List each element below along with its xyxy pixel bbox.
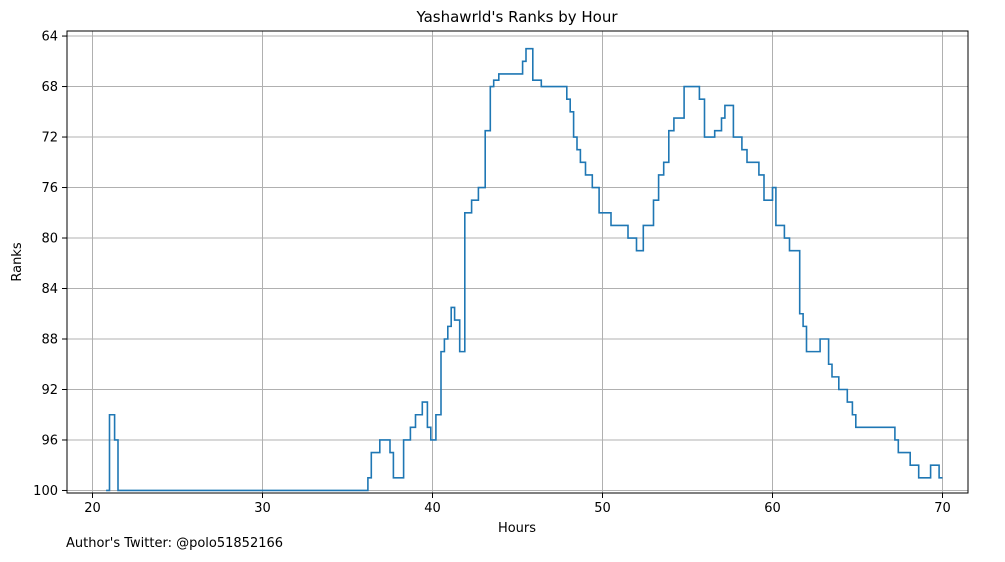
y-tick-label: 72: [41, 131, 58, 146]
y-tick-label: 80: [41, 232, 58, 247]
y-tick-label: 92: [41, 383, 58, 398]
y-tick-label: 84: [41, 282, 58, 297]
x-tick-label: 70: [934, 501, 951, 516]
chart-title: Yashawrld's Ranks by Hour: [416, 8, 619, 26]
plot-frame: [66, 30, 969, 494]
x-tick-label: 40: [424, 501, 441, 516]
y-tick-label: 88: [41, 333, 58, 348]
plot-area: [106, 47, 943, 492]
y-tick-label: 64: [41, 30, 58, 45]
y-tick-label: 68: [41, 80, 58, 95]
axis-ticks: 20 30 40 50 60 70 64 68 72 76 80 84 88 92 96 100: [33, 30, 951, 516]
x-tick-label: 20: [84, 501, 101, 516]
y-tick-label: 100: [33, 484, 58, 499]
y-axis-label: Ranks: [10, 242, 25, 281]
x-tick-label: 30: [254, 501, 271, 516]
y-tick-label: 76: [41, 181, 58, 196]
author-twitter-note: Author's Twitter: @polo51852166: [66, 536, 284, 551]
x-tick-label: 50: [594, 501, 611, 516]
grid-lines: [67, 31, 968, 493]
x-tick-label: 60: [764, 501, 781, 516]
rank-series-line: [106, 47, 943, 492]
x-axis-label: Hours: [498, 521, 536, 536]
y-tick-label: 96: [41, 433, 58, 448]
